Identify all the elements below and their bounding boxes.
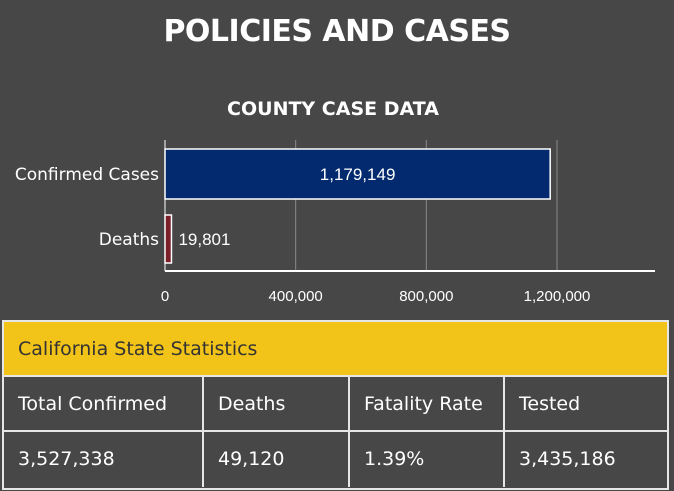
state-statistics-table: California State Statistics Total Confir… — [2, 320, 669, 490]
stats-header-row: Total Confirmed Deaths Fatality Rate Tes… — [4, 377, 667, 432]
value-fatality-rate: 1.39% — [350, 432, 505, 487]
column-deaths: Deaths — [204, 377, 350, 430]
value-tested: 3,435,186 — [519, 448, 616, 470]
x-tick-label: 0 — [161, 288, 169, 305]
x-tick-label: 800,000 — [399, 288, 453, 305]
value-total-confirmed: 3,527,338 — [4, 432, 204, 487]
page-title: POLICIES AND CASES — [163, 14, 511, 49]
column-total-confirmed: Total Confirmed — [4, 377, 204, 430]
bar-value-label: 1,179,149 — [320, 165, 396, 184]
column-fatality-rate: Fatality Rate — [350, 377, 505, 430]
category-label: Deaths — [99, 230, 159, 250]
county-case-bar-chart: 0 400,000 800,000 1,200,000 Confirmed Cases 1… — [15, 140, 655, 305]
column-tested: Tested — [519, 393, 581, 415]
value-deaths: 49,120 — [204, 432, 350, 487]
bar-deaths[interactable] — [164, 214, 173, 264]
x-tick-label: 400,000 — [269, 288, 323, 305]
chart-title: COUNTY CASE DATA — [227, 98, 439, 120]
state-statistics-header: California State Statistics — [4, 322, 667, 377]
category-label: Confirmed Cases — [15, 165, 159, 185]
stats-value-row: 3,527,338 49,120 1.39% 3,435,186 — [4, 432, 667, 487]
bar-value-label: 19,801 — [178, 230, 230, 249]
bar-confirmed-cases[interactable] — [164, 148, 551, 200]
x-tick-label: 1,200,000 — [524, 288, 591, 305]
